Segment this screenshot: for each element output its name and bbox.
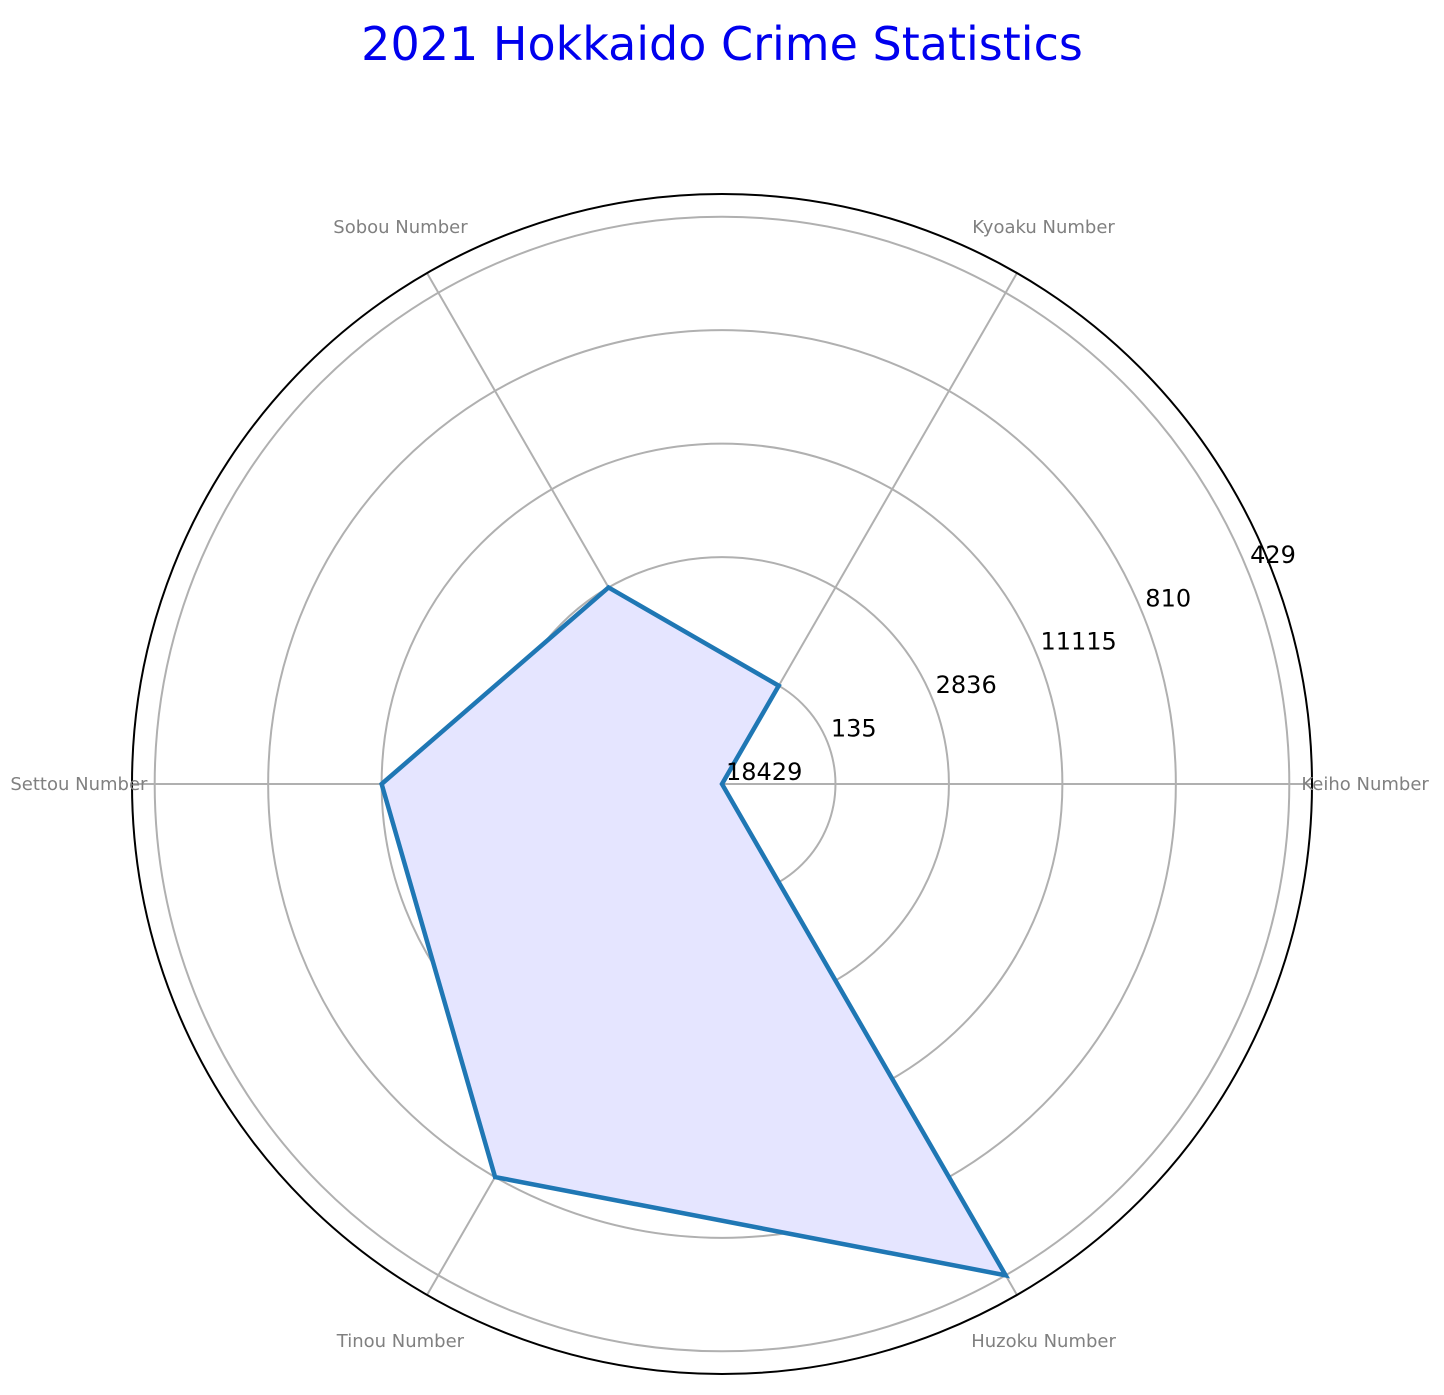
ring-tick-label-5: 429 <box>1250 541 1296 569</box>
ring-tick-label-3: 11115 <box>1040 628 1116 656</box>
category-label-4: Tinou Number <box>336 1331 465 1352</box>
ring-tick-label-1: 135 <box>831 715 877 743</box>
ring-tick-label-4: 810 <box>1145 584 1191 612</box>
polar-frame <box>131 193 1313 1375</box>
category-label-5: Huzoku Number <box>971 1331 1116 1352</box>
data-layer <box>379 584 1011 1279</box>
category-label-1: Kyoaku Number <box>972 217 1115 238</box>
series-area <box>381 587 1006 1276</box>
ring-tick-label-0: 18429 <box>726 758 802 786</box>
ring-tick-label-2: 2836 <box>936 671 997 699</box>
category-label-2: Sobou Number <box>333 217 468 238</box>
category-label-0: Keiho Number <box>1301 774 1429 795</box>
category-label-3: Settou Number <box>10 774 148 795</box>
chart-title: 2021 Hokkaido Crime Statistics <box>361 17 1083 71</box>
series-line <box>379 584 1011 1279</box>
label-layer: Keiho Number Kyoaku Number Sobou Number Set… <box>10 217 1429 1352</box>
